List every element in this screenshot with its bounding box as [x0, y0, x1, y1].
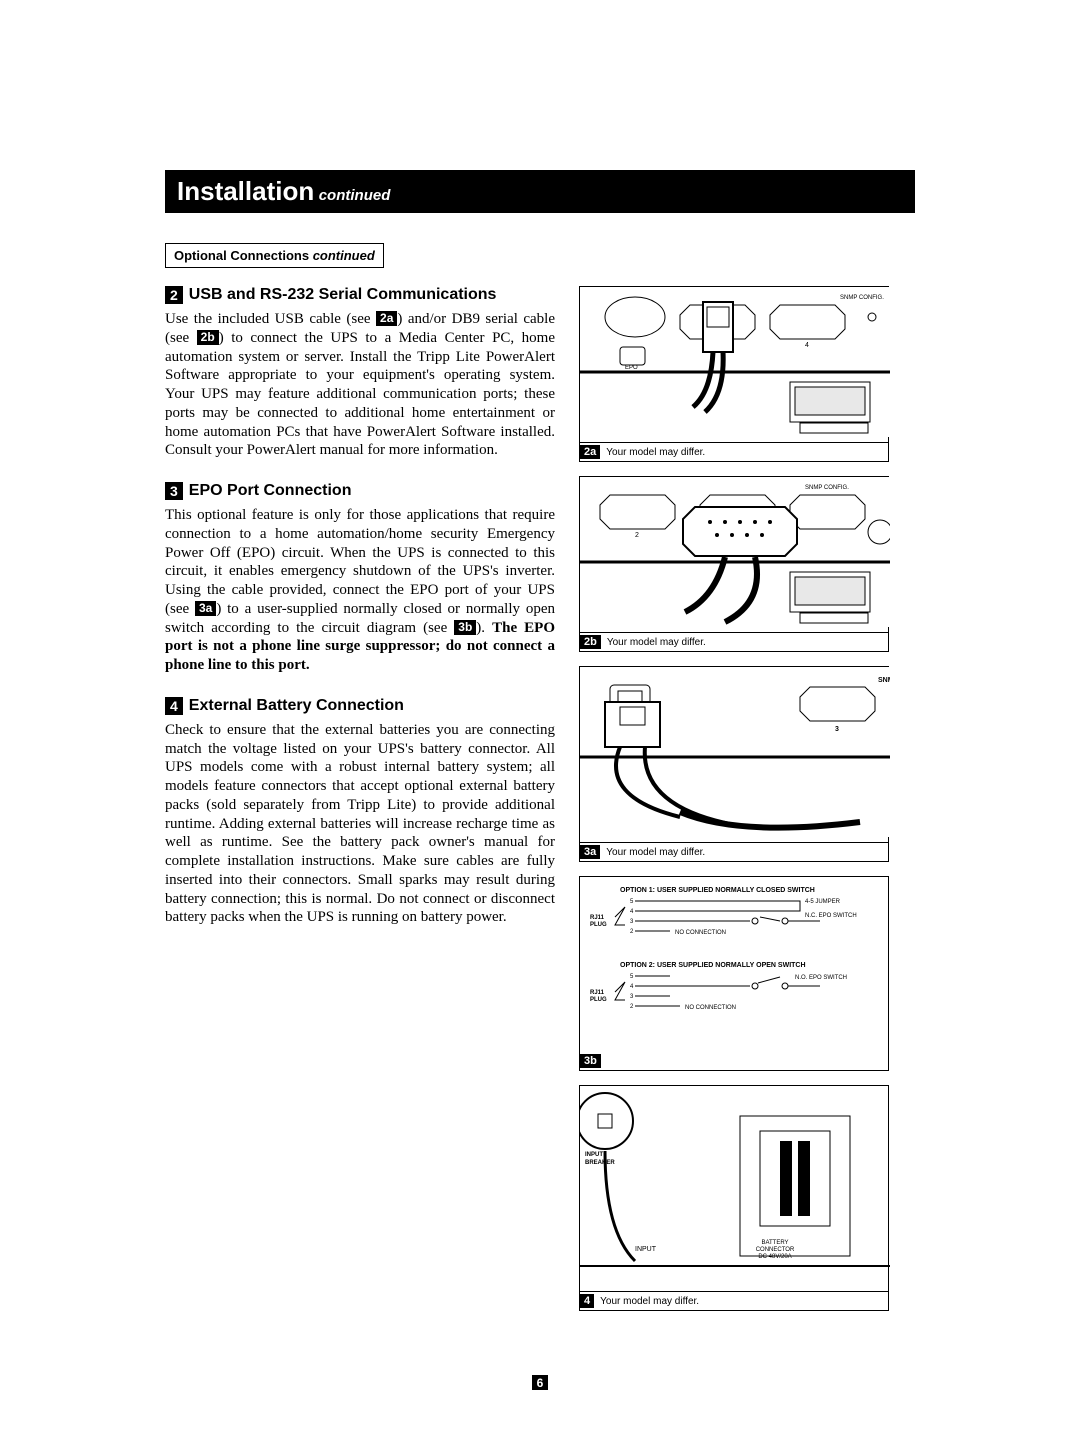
figure-3a-svg: SNM EPO 3: [580, 667, 890, 837]
figure-2a-caption: Your model may differ.: [606, 447, 705, 458]
section-3-heading: 3 EPO Port Connection: [165, 482, 555, 500]
figure-2b-caption-row: 2b Your model may differ.: [580, 632, 888, 651]
section-4-num: 4: [165, 697, 183, 715]
svg-text:OPTION 2: USER SUPPLIED NORMAL: OPTION 2: USER SUPPLIED NORMALLY OPEN SW…: [620, 962, 806, 969]
sec2-text-c: ) to connect the UPS to a Media Center P…: [165, 330, 555, 459]
figure-4-caption: Your model may differ.: [600, 1296, 699, 1307]
svg-text:N.C. EPO SWITCH: N.C. EPO SWITCH: [805, 913, 857, 919]
ref-2b: 2b: [197, 330, 219, 345]
section-2-body: Use the included USB cable (see 2a) and/…: [165, 310, 555, 460]
section-4-title: External Battery Connection: [189, 697, 404, 715]
figure-3b-tag: 3b: [580, 1054, 601, 1068]
ref-2a: 2a: [376, 311, 397, 326]
svg-text:4-5 JUMPER: 4-5 JUMPER: [805, 899, 841, 905]
figure-2a-svg: SNMP CONFIG. EPO 3 4: [580, 287, 890, 437]
figure-4-svg: INPUT BREAKER INPUT BATTERY CONNECTOR DC…: [580, 1086, 890, 1286]
svg-text:SNMP CONFIG.: SNMP CONFIG.: [840, 295, 884, 301]
svg-text:NO CONNECTION: NO CONNECTION: [685, 1005, 736, 1011]
svg-text:2: 2: [630, 929, 634, 935]
figure-4-tag: 4: [580, 1294, 594, 1308]
svg-text:3: 3: [630, 919, 634, 925]
svg-text:PLUG: PLUG: [590, 922, 607, 928]
subheader-italic: continued: [313, 248, 375, 263]
figure-2a-caption-row: 2a Your model may differ.: [580, 442, 888, 461]
svg-text:5: 5: [630, 899, 634, 905]
figure-4-caption-row: 4 Your model may differ.: [580, 1291, 888, 1310]
svg-text:CONNECTOR: CONNECTOR: [756, 1247, 795, 1253]
figure-3b: OPTION 1: USER SUPPLIED NORMALLY CLOSED …: [579, 876, 889, 1071]
section-3-num: 3: [165, 482, 183, 500]
svg-text:5: 5: [630, 974, 634, 980]
svg-text:PLUG: PLUG: [590, 997, 607, 1003]
section-3-title: EPO Port Connection: [189, 482, 352, 500]
figure-2b: SNMP CONFIG. 2 4 2b Your model may diffe…: [579, 476, 889, 652]
section-3-body: This optional feature is only for those …: [165, 506, 555, 675]
svg-text:DC 48V/20A: DC 48V/20A: [758, 1254, 791, 1260]
svg-text:BREAKER: BREAKER: [585, 1160, 615, 1166]
figure-3a-caption: Your model may differ.: [606, 847, 705, 858]
svg-text:NO CONNECTION: NO CONNECTION: [675, 930, 726, 936]
svg-text:4: 4: [805, 342, 809, 349]
sec2-text-a: Use the included USB cable (see: [165, 311, 376, 327]
left-column: 2 USB and RS-232 Serial Communications U…: [165, 286, 555, 1325]
figure-3b-svg: OPTION 1: USER SUPPLIED NORMALLY CLOSED …: [580, 877, 890, 1047]
page-number-row: 6: [165, 1375, 915, 1393]
section-4-heading: 4 External Battery Connection: [165, 697, 555, 715]
section-2-num: 2: [165, 286, 183, 304]
content-columns: 2 USB and RS-232 Serial Communications U…: [165, 286, 915, 1325]
svg-text:N.O. EPO SWITCH: N.O. EPO SWITCH: [795, 975, 847, 981]
section-2-heading: 2 USB and RS-232 Serial Communications: [165, 286, 555, 304]
page-header: Installation continued: [165, 170, 915, 213]
page-number: 6: [532, 1375, 549, 1390]
svg-text:RJ11: RJ11: [590, 990, 605, 996]
subheader-bold: Optional Connections: [174, 248, 309, 263]
svg-text:2: 2: [635, 532, 639, 539]
header-title: Installation: [177, 176, 314, 206]
svg-text:3: 3: [835, 726, 839, 733]
figure-2b-svg: SNMP CONFIG. 2 4: [580, 477, 890, 627]
header-subtitle: continued: [319, 187, 391, 204]
svg-text:2: 2: [630, 1004, 634, 1010]
figure-2a: SNMP CONFIG. EPO 3 4 2a Your model may d…: [579, 286, 889, 462]
svg-text:RJ11: RJ11: [590, 915, 605, 921]
ref-3b: 3b: [454, 620, 476, 635]
figure-3a: SNM EPO 3 3a Your model may differ.: [579, 666, 889, 862]
svg-text:3: 3: [630, 994, 634, 1000]
right-column: SNMP CONFIG. EPO 3 4 2a Your model may d…: [579, 286, 889, 1325]
svg-text:4: 4: [630, 984, 634, 990]
figure-4: INPUT BREAKER INPUT BATTERY CONNECTOR DC…: [579, 1085, 889, 1311]
section-2-title: USB and RS-232 Serial Communications: [189, 286, 497, 304]
figure-2b-caption: Your model may differ.: [607, 637, 706, 648]
figure-3a-tag: 3a: [580, 845, 600, 859]
sec3-text-c: ).: [476, 620, 492, 636]
figure-3a-caption-row: 3a Your model may differ.: [580, 842, 888, 861]
svg-text:SNM: SNM: [878, 677, 890, 684]
ref-3a: 3a: [195, 601, 216, 616]
figure-2b-tag: 2b: [580, 635, 601, 649]
svg-text:4: 4: [630, 909, 634, 915]
svg-text:INPUT: INPUT: [635, 1246, 657, 1253]
figure-2a-tag: 2a: [580, 445, 600, 459]
svg-text:OPTION 1: USER SUPPLIED NORMAL: OPTION 1: USER SUPPLIED NORMALLY CLOSED …: [620, 887, 815, 894]
svg-text:SNMP CONFIG.: SNMP CONFIG.: [805, 485, 849, 491]
svg-text:BATTERY: BATTERY: [761, 1240, 788, 1246]
svg-text:INPUT: INPUT: [585, 1152, 603, 1158]
subheader-box: Optional Connections continued: [165, 243, 384, 268]
svg-text:EPO: EPO: [625, 365, 638, 371]
section-4-body: Check to ensure that the external batter…: [165, 721, 555, 927]
figure-3b-caption-row: 3b: [580, 1052, 888, 1070]
